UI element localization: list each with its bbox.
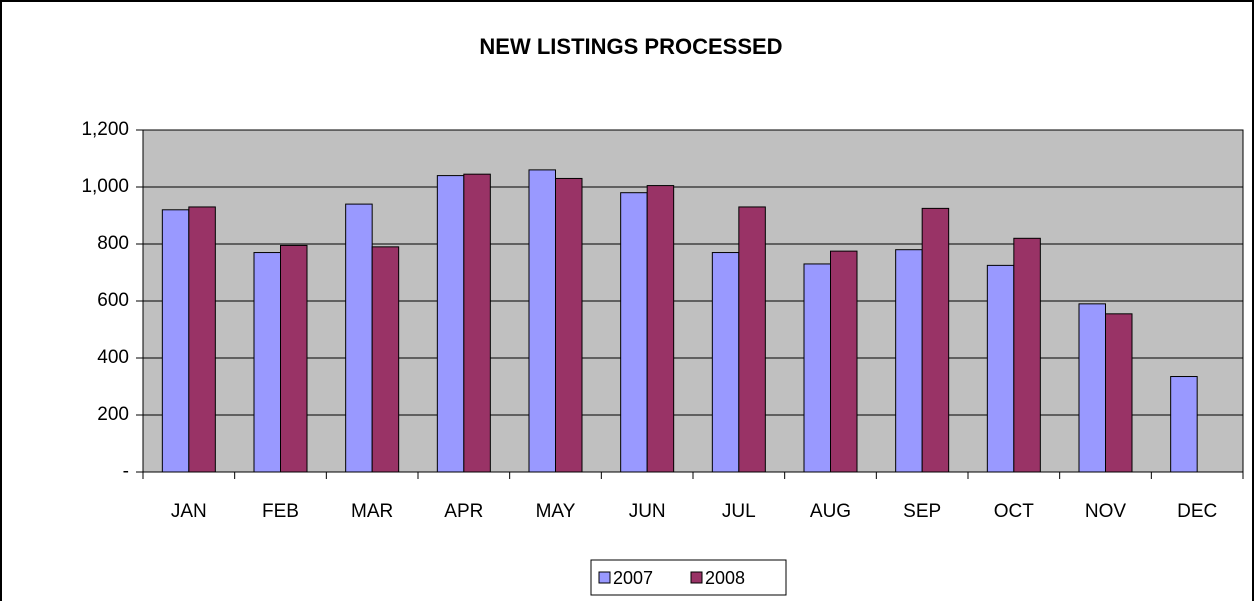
bar: [895, 249, 923, 473]
bar: [620, 192, 648, 473]
y-tick-label: 1,200: [81, 119, 129, 140]
x-tick-label: JUL: [722, 501, 756, 522]
bar: [1105, 313, 1133, 473]
x-tick-label: APR: [444, 501, 483, 522]
bar: [371, 246, 400, 473]
y-tick-label: 400: [97, 347, 129, 368]
y-tick-label: 1,000: [81, 176, 129, 197]
y-tick-label: -: [123, 461, 129, 482]
bar: [280, 244, 308, 473]
legend-label: 2007: [613, 568, 653, 588]
y-tick-label: 800: [97, 233, 129, 254]
legend-box: [590, 559, 787, 596]
bar: [555, 177, 583, 473]
y-tick-label: 200: [97, 404, 129, 425]
bar: [986, 264, 1015, 473]
x-tick-label: AUG: [810, 501, 851, 522]
x-tick-label: MAY: [536, 501, 576, 522]
bar: [803, 263, 831, 473]
y-tick-label: 600: [97, 290, 129, 311]
x-tick-label: SEP: [903, 501, 941, 522]
x-tick-label: JUN: [629, 501, 666, 522]
bar: [345, 203, 373, 473]
x-tick-label: JAN: [171, 501, 207, 522]
bar: [921, 207, 950, 473]
bar: [1078, 303, 1106, 473]
bar: [253, 252, 281, 473]
x-tick-label: NOV: [1085, 501, 1127, 522]
x-tick-label: MAR: [351, 501, 393, 522]
x-tick-label: FEB: [262, 501, 299, 522]
x-tick-label: DEC: [1177, 501, 1217, 522]
bar: [188, 206, 216, 473]
bar: [646, 185, 675, 473]
chart-title: NEW LISTINGS PROCESSED: [479, 34, 782, 59]
legend-swatch: [690, 571, 703, 584]
bar: [528, 169, 556, 473]
x-tick-label: OCT: [994, 501, 1035, 522]
legend-swatch: [598, 571, 611, 584]
bar: [1170, 376, 1198, 473]
bar: [711, 252, 740, 473]
bar: [738, 206, 766, 473]
bar: [436, 175, 465, 473]
bar: [463, 173, 491, 473]
bar: [161, 209, 190, 473]
bar: [1013, 237, 1041, 473]
bar: [830, 250, 858, 473]
legend-label: 2008: [705, 568, 745, 588]
